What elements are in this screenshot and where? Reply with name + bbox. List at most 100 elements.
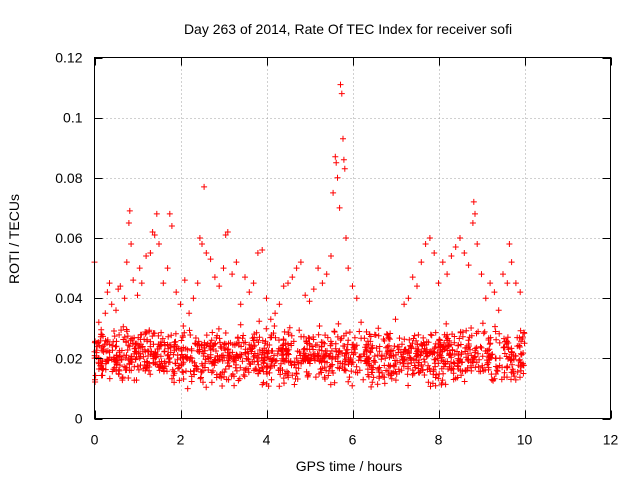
data-point (328, 253, 334, 259)
band-point (268, 334, 275, 341)
band-point (475, 350, 481, 357)
band-point (222, 366, 229, 372)
band-point (489, 351, 496, 358)
band-point (215, 325, 222, 332)
data-point (323, 271, 330, 278)
band-point (149, 333, 156, 340)
band-point (99, 358, 106, 365)
band-point (451, 339, 458, 346)
band-point (479, 320, 486, 327)
band-point (283, 346, 290, 353)
band-point (271, 362, 278, 369)
band-point (321, 374, 328, 381)
band-point (501, 335, 507, 342)
band-point (207, 340, 214, 347)
band-point (178, 337, 185, 344)
band-point (219, 383, 226, 389)
band-point (316, 358, 323, 365)
data-point (242, 274, 248, 281)
data-point (334, 174, 341, 181)
band-point (422, 348, 429, 355)
band-point (147, 371, 154, 378)
band-point (381, 380, 388, 387)
band-point (140, 353, 147, 360)
band-point (331, 329, 338, 335)
band-point (353, 363, 360, 370)
band-point (373, 345, 380, 352)
band-point (253, 366, 260, 373)
band-point (396, 343, 402, 350)
band-point (157, 342, 164, 349)
band-point (174, 352, 181, 359)
band-point (137, 362, 144, 369)
band-point (406, 354, 413, 361)
band-point (351, 346, 358, 353)
band-point (208, 379, 215, 386)
band-point (177, 355, 184, 362)
band-point (368, 383, 375, 390)
data-point (375, 325, 382, 332)
band-point (412, 345, 419, 352)
data-point (495, 307, 502, 314)
data-point (259, 247, 266, 253)
band-point (166, 356, 172, 362)
band-point (265, 383, 272, 390)
band-point (278, 360, 284, 367)
band-point (391, 343, 398, 350)
band-point (191, 359, 198, 366)
band-point (327, 363, 334, 370)
band-point (369, 379, 376, 386)
band-point (169, 375, 175, 382)
data-point (272, 310, 279, 317)
band-point (454, 374, 461, 381)
data-point (439, 259, 446, 266)
band-point (231, 382, 238, 389)
band-point (376, 375, 383, 382)
band-point (260, 368, 267, 375)
band-point (356, 367, 363, 374)
band-point (262, 340, 268, 347)
band-point (188, 347, 195, 354)
band-point (292, 375, 299, 382)
band-point (444, 337, 451, 344)
band-point (334, 333, 341, 340)
band-point (508, 369, 515, 376)
band-point (124, 347, 131, 353)
band-point (172, 338, 179, 345)
band-point (468, 325, 475, 331)
data-point (409, 274, 416, 281)
band-point (109, 347, 116, 354)
data-point (345, 265, 352, 272)
band-point (334, 364, 341, 371)
band-point (312, 374, 319, 381)
band-point (124, 333, 131, 340)
band-point (414, 348, 421, 355)
band-point (420, 334, 427, 341)
band-point (465, 337, 472, 344)
band-point (327, 381, 334, 388)
band-point (275, 345, 282, 352)
data-point (435, 280, 442, 287)
data-point (310, 286, 317, 293)
band-point (512, 352, 519, 359)
band-point (192, 362, 199, 369)
band-point (369, 342, 376, 349)
band-point (400, 360, 406, 367)
data-point (431, 250, 438, 256)
band-point (506, 354, 513, 361)
data-point (319, 280, 326, 287)
band-point (509, 361, 515, 368)
data-point (194, 280, 201, 287)
band-point (468, 362, 474, 369)
data-point (366, 331, 373, 338)
y-tick-label: 0.06 (55, 230, 82, 246)
band-point (304, 372, 311, 379)
band-point (225, 353, 232, 359)
data-point (285, 280, 291, 287)
data-point (173, 289, 180, 296)
band-point (508, 348, 515, 355)
band-point (164, 368, 170, 375)
data-point (106, 280, 113, 287)
band-point (316, 323, 323, 329)
